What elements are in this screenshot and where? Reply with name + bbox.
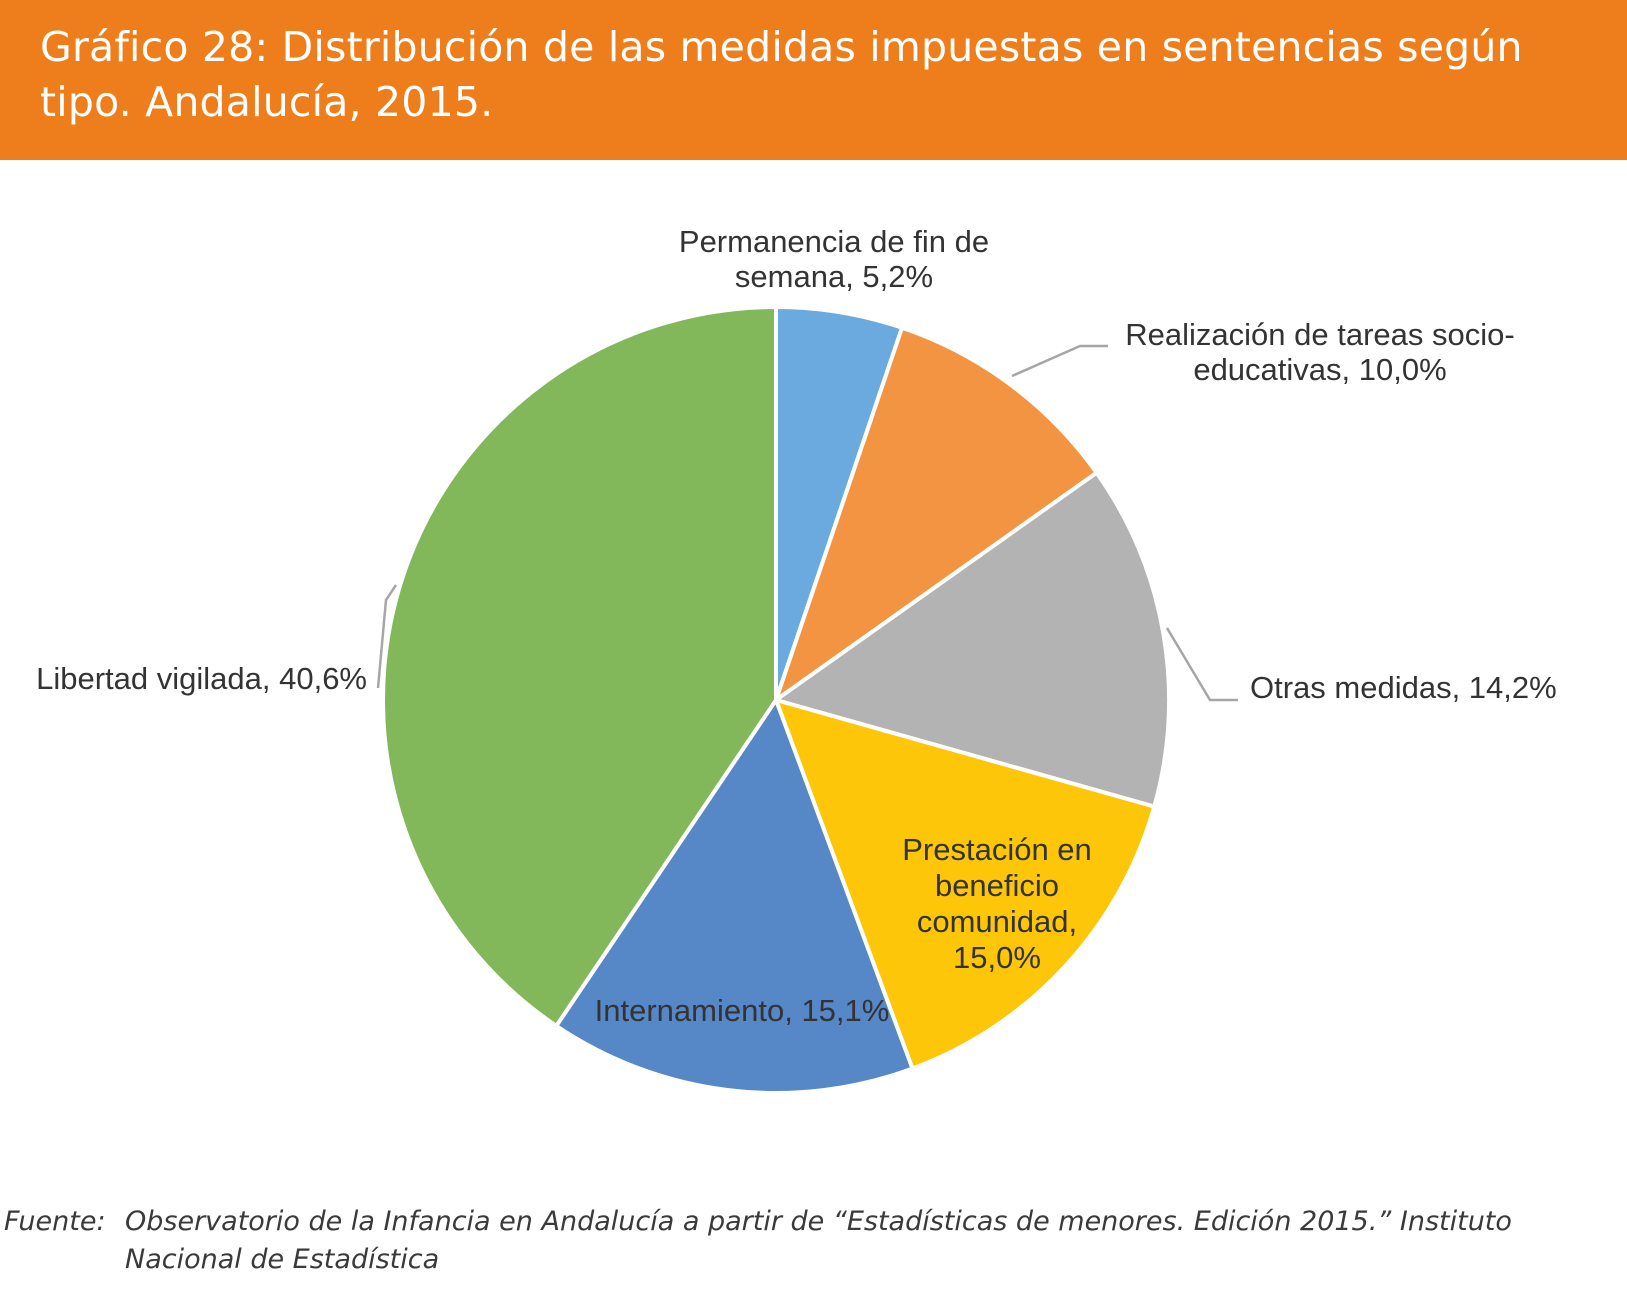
source-line-1: Observatorio de la Infancia en Andalucía… — [125, 1206, 1512, 1237]
slice-label-line: Otras medidas, 14,2% — [1250, 670, 1557, 705]
slice-label-line: Internamiento, 15,1% — [595, 993, 890, 1028]
source-label: Fuente: — [4, 1206, 106, 1237]
slice-label-line: semana, 5,2% — [735, 259, 933, 294]
leader-line — [1011, 344, 1108, 378]
slice-label-line: 15,0% — [953, 940, 1041, 975]
pie-slice — [774, 698, 1157, 1071]
slice-label-line: Realización de tareas socio- — [1125, 317, 1514, 352]
slice-label: Otras medidas, 14,2% — [1250, 670, 1557, 705]
slice-label: Prestación en beneficio comunidad, 15,0% — [902, 832, 1092, 975]
slice-label: Realización de tareas socio-educativas, … — [1125, 317, 1514, 387]
slice-label-line: Libertad vigilada, 40,6% — [36, 661, 367, 696]
source-line-2: Nacional de Estadística — [125, 1244, 440, 1275]
chart-title: Gráfico 28: Distribución de las medidas … — [40, 23, 1523, 126]
slice-label-line: beneficio — [935, 868, 1059, 903]
leader-line — [1165, 627, 1238, 702]
leader-line — [376, 584, 398, 689]
source-text: Observatorio de la Infancia en Andalucía… — [125, 1203, 1625, 1279]
slice-label: Permanencia de fin de semana, 5,2% — [679, 224, 989, 294]
slice-label-line: comunidad, — [917, 904, 1077, 939]
pie-slice — [381, 305, 778, 1028]
slice-label-line: Permanencia de fin de — [679, 224, 989, 259]
slice-label: Internamiento, 15,1% — [595, 993, 890, 1028]
title-banner: Gráfico 28: Distribución de las medidas … — [0, 0, 1627, 160]
source-note: Fuente: Observatorio de la Infancia en A… — [0, 1203, 1627, 1293]
slice-label: Libertad vigilada, 40,6% — [36, 661, 367, 696]
pie-slice — [774, 470, 1171, 809]
slice-label-line: educativas, 10,0% — [1193, 352, 1446, 387]
pie-slice — [554, 698, 915, 1095]
slice-label-line: Prestación en — [902, 832, 1092, 867]
pie-chart: Permanencia de fin de semana, 5,2% Realiza… — [36, 224, 1557, 1095]
pie-slice — [774, 325, 1099, 702]
